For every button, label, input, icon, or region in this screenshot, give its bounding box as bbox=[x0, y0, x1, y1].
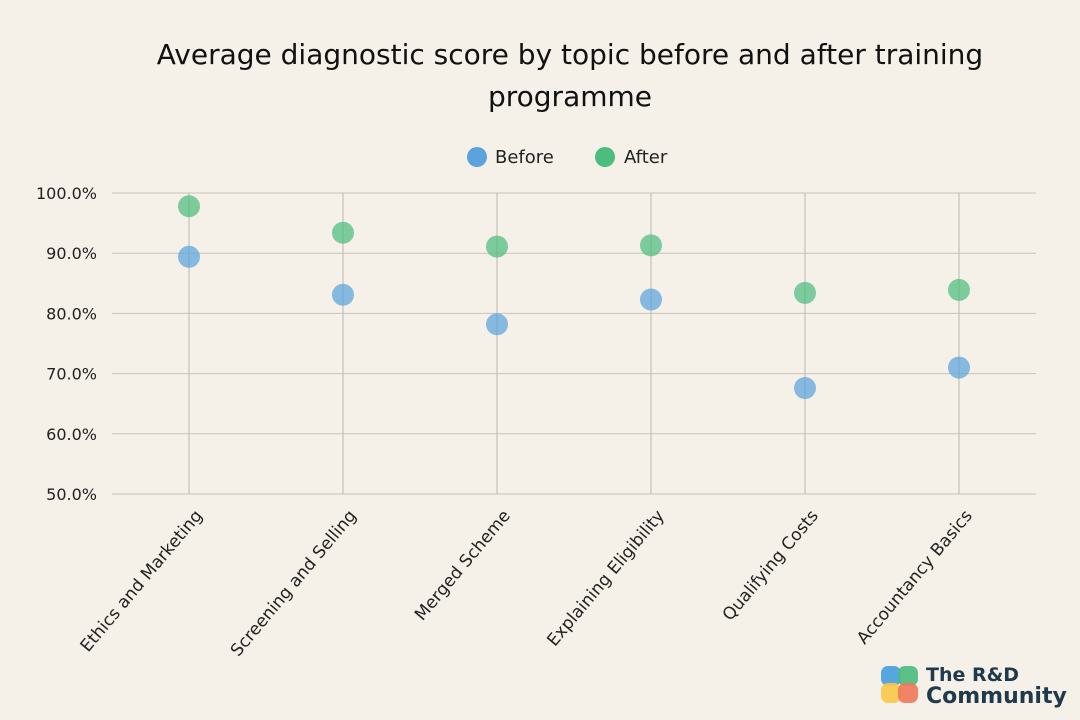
y-tick-label: 100.0% bbox=[36, 184, 97, 203]
logo-text-line-1: The R&D bbox=[926, 664, 1019, 686]
legend-label-before: Before bbox=[495, 147, 554, 168]
data-point-before bbox=[640, 288, 662, 311]
legend: Before After bbox=[467, 147, 668, 168]
data-point-before bbox=[332, 283, 354, 306]
y-tick-label: 50.0% bbox=[46, 485, 97, 504]
chart-title-line-2: programme bbox=[488, 80, 652, 113]
data-point-after bbox=[948, 278, 970, 301]
x-tick-label: Qualifying Costs bbox=[719, 506, 823, 625]
x-tick-label: Ethics and Marketing bbox=[77, 506, 207, 656]
gridlines bbox=[112, 192, 1036, 495]
brand-logo: The R&D Community bbox=[881, 664, 1067, 709]
x-tick-label: Accountancy Basics bbox=[853, 506, 977, 648]
x-tick-label: Screening and Selling bbox=[227, 506, 361, 660]
x-tick-label: Merged Scheme bbox=[411, 506, 515, 624]
legend-label-after: After bbox=[624, 147, 668, 168]
data-point-before bbox=[486, 313, 508, 336]
data-point-before bbox=[794, 377, 816, 400]
data-point-before bbox=[948, 356, 970, 379]
y-tick-label: 70.0% bbox=[46, 365, 97, 384]
data-point-after bbox=[178, 195, 200, 218]
logo-mark-icon bbox=[881, 666, 918, 703]
chart-title: Average diagnostic score by topic before… bbox=[157, 38, 983, 113]
data-point-after bbox=[794, 281, 816, 304]
data-point-after bbox=[486, 235, 508, 258]
y-tick-label: 60.0% bbox=[46, 425, 97, 444]
y-axis-ticks: 50.0% 60.0% 70.0% 80.0% 90.0% 100.0% bbox=[36, 184, 97, 504]
legend-marker-before bbox=[467, 147, 487, 167]
y-tick-label: 80.0% bbox=[46, 304, 97, 323]
x-tick-label: Explaining Eligibility bbox=[543, 506, 668, 650]
data-point-after bbox=[332, 221, 354, 244]
data-points bbox=[178, 195, 970, 400]
data-point-before bbox=[178, 245, 200, 268]
data-point-after bbox=[640, 234, 662, 257]
y-tick-label: 90.0% bbox=[46, 244, 97, 263]
x-axis-ticks: Ethics and Marketing Screening and Sellin… bbox=[77, 506, 977, 660]
chart-title-line-1: Average diagnostic score by topic before… bbox=[157, 38, 983, 71]
logo-text-line-2: Community bbox=[926, 684, 1067, 709]
legend-marker-after bbox=[595, 147, 615, 167]
